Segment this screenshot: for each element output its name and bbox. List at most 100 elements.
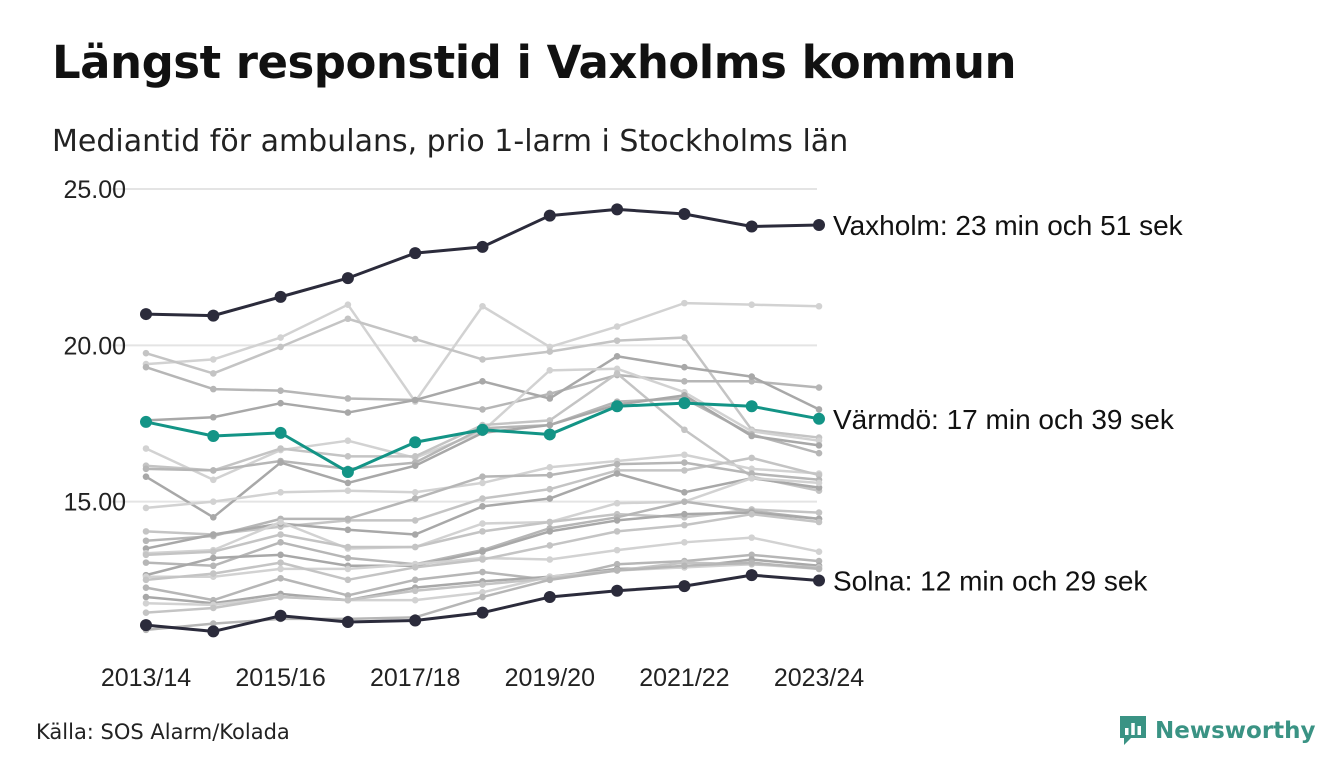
data-point <box>613 499 621 507</box>
data-point <box>815 557 823 565</box>
data-point <box>210 548 217 555</box>
y-tick-labels: 15.00 20.00 25.00 <box>63 176 126 517</box>
data-point <box>681 498 688 505</box>
x-tick-label: 2013/14 <box>101 664 191 692</box>
data-point <box>479 356 486 363</box>
data-point <box>140 308 152 321</box>
data-point <box>748 551 755 559</box>
data-point <box>678 208 691 221</box>
data-point <box>140 619 152 632</box>
data-point <box>479 406 486 413</box>
data-point <box>479 556 486 563</box>
data-point <box>277 559 284 566</box>
data-point <box>546 471 554 479</box>
data-point <box>142 445 150 452</box>
y-tick-label: 20.00 <box>63 332 126 360</box>
series-label: Vaxholm: 23 min och 51 sek <box>833 210 1184 241</box>
data-point <box>681 334 688 341</box>
data-point <box>813 412 825 425</box>
background-series-line <box>142 470 823 552</box>
x-tick-labels: 2013/14 2015/16 2017/18 2019/20 2021/22 2023/… <box>101 664 864 692</box>
y-tick-label: 25.00 <box>63 176 126 204</box>
data-point <box>546 485 554 493</box>
data-point <box>613 517 621 524</box>
data-point <box>546 576 554 584</box>
data-point <box>210 385 217 393</box>
data-point <box>210 370 217 377</box>
series-label: Solna: 12 min och 29 sek <box>833 565 1148 596</box>
data-point <box>277 531 284 538</box>
data-point <box>344 592 352 599</box>
data-point <box>142 504 150 512</box>
data-point <box>745 220 758 233</box>
data-point <box>476 240 489 253</box>
data-point <box>140 415 152 428</box>
data-point <box>277 387 284 394</box>
background-series-line <box>142 315 823 441</box>
data-point <box>274 609 287 622</box>
data-point <box>344 301 352 308</box>
data-point <box>613 323 621 330</box>
data-point <box>815 442 823 449</box>
data-point <box>546 395 554 402</box>
data-point <box>479 528 486 535</box>
data-point <box>142 599 150 607</box>
data-point <box>341 616 354 629</box>
data-point <box>479 503 486 510</box>
data-point <box>681 451 688 459</box>
data-point <box>678 580 691 593</box>
data-point <box>277 488 284 496</box>
data-point <box>411 576 419 584</box>
data-point <box>745 569 758 582</box>
series-vaxholm <box>140 203 825 322</box>
data-point <box>678 397 691 410</box>
data-point <box>815 509 823 516</box>
data-point <box>142 576 150 584</box>
data-point <box>277 551 284 559</box>
series-label: Värmdö: 17 min och 39 sek <box>833 404 1175 435</box>
data-point <box>748 470 755 477</box>
y-tick-label: 15.00 <box>63 489 126 517</box>
data-point <box>411 587 419 595</box>
data-point <box>476 423 489 436</box>
data-point <box>681 521 688 529</box>
data-point <box>613 370 621 377</box>
data-point <box>210 620 217 627</box>
data-point <box>210 554 217 562</box>
data-point <box>411 396 419 404</box>
data-point <box>748 534 755 541</box>
data-point <box>543 591 556 604</box>
data-point <box>681 510 688 518</box>
data-point <box>546 556 554 563</box>
data-point <box>611 400 624 413</box>
data-point <box>681 459 688 466</box>
data-point <box>142 609 150 616</box>
data-point <box>344 479 352 487</box>
series-line <box>145 366 820 411</box>
data-point <box>748 432 755 440</box>
data-point <box>142 593 150 601</box>
data-point <box>681 539 688 546</box>
data-point <box>344 554 352 562</box>
data-point <box>142 551 150 559</box>
data-point <box>748 301 755 308</box>
data-point <box>479 589 486 596</box>
data-point <box>479 593 486 601</box>
data-point <box>613 337 621 344</box>
data-point <box>210 476 217 484</box>
data-point <box>142 584 150 591</box>
data-point <box>681 392 688 399</box>
data-point <box>613 352 621 360</box>
data-point <box>409 436 422 449</box>
data-point <box>479 568 486 576</box>
data-point <box>479 479 486 487</box>
data-point <box>207 625 220 638</box>
data-point <box>546 518 554 526</box>
data-point <box>344 515 352 523</box>
page-title: Längst responstid i Vaxholms kommun <box>52 36 1017 89</box>
data-point <box>344 315 352 323</box>
series-solna <box>140 569 825 638</box>
data-point <box>210 514 217 521</box>
data-point <box>479 377 486 385</box>
